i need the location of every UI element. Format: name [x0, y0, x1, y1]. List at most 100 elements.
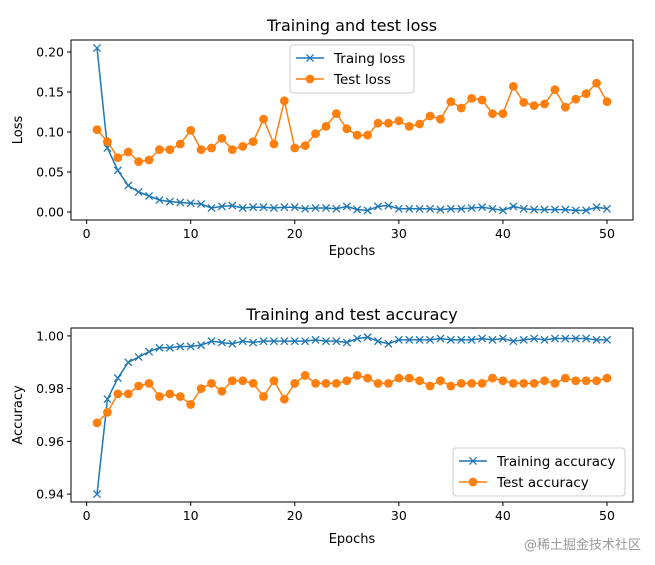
loss-series-1-point: [227, 145, 237, 155]
loss-series-0-point: [113, 166, 122, 175]
loss-series-0-point: [186, 199, 195, 208]
acc-series-1-point: [279, 394, 289, 404]
loss-series-1-point: [508, 82, 518, 91]
accuracy-x-ticks: 0 10 20 30 40 50: [83, 502, 615, 523]
loss-series-1-point: [363, 130, 373, 140]
loss-series-1-point: [103, 137, 112, 147]
loss-series-0-point: [342, 202, 351, 211]
loss-series-1-point: [165, 145, 175, 155]
loss-x-tick-label: 50: [599, 226, 615, 241]
acc-series-0-point: [561, 334, 570, 343]
acc-series-0-point: [571, 334, 580, 343]
loss-series-0-point: [249, 203, 258, 212]
loss-series-1-point: [373, 118, 383, 128]
acc-series-1-point: [436, 376, 445, 386]
accuracy-series: [92, 333, 612, 499]
loss-series: [92, 43, 612, 215]
acc-series-0-point: [228, 339, 237, 348]
loss-plot-frame: [70, 39, 634, 221]
acc-series-1-point: [467, 378, 477, 388]
loss-series-0-point: [373, 202, 383, 211]
acc-series-0-point: [217, 338, 226, 347]
acc-series-1-point: [238, 376, 248, 386]
acc-series-1-point: [227, 376, 237, 386]
loss-series-0-point: [540, 205, 549, 214]
loss-series-0-point: [457, 204, 466, 213]
acc-series-1-point: [592, 376, 601, 386]
loss-x-tick-label: 0: [83, 226, 91, 241]
acc-series-1-point: [269, 376, 279, 386]
acc-series-0-point: [467, 335, 476, 344]
acc-series-0-point: [259, 337, 268, 346]
acc-series-1-point: [352, 371, 362, 380]
acc-series-0-point: [197, 341, 206, 350]
acc-series-1-point: [363, 373, 373, 383]
acc-series-0-point: [582, 334, 591, 343]
acc-x-tick-label: 50: [599, 508, 615, 523]
accuracy-plot-frame: [70, 327, 634, 503]
loss-series-0-point: [144, 191, 154, 201]
acc-series-1-point: [540, 376, 549, 386]
acc-series-1-point: [259, 392, 268, 401]
acc-series-1-point: [425, 381, 435, 391]
loss-x-tick-label: 40: [495, 226, 511, 241]
loss-series-0-point: [217, 202, 226, 211]
acc-series-1-point: [134, 381, 144, 391]
loss-series-1-point: [259, 114, 268, 124]
acc-series-0-point: [394, 335, 403, 344]
acc-series-1-point: [207, 378, 216, 388]
accuracy-legend: Training accuracy Test accuracy: [452, 447, 626, 497]
loss-series-0-point: [561, 205, 570, 214]
acc-y-tick-label: 1.00: [36, 328, 64, 343]
acc-y-tick-label: 0.96: [36, 434, 64, 449]
loss-series-0-point: [405, 204, 414, 213]
loss-y-tick-label: 0.00: [36, 205, 64, 220]
acc-x-tick-label: 20: [287, 508, 303, 523]
acc-series-0-point: [290, 337, 299, 346]
acc-series-1-point: [123, 389, 133, 399]
loss-series-0-point: [498, 206, 507, 215]
loss-x-tick-label: 30: [391, 226, 407, 241]
acc-series-1-point: [290, 378, 300, 388]
loss-series-0-point: [197, 199, 206, 209]
loss-series-0-point: [155, 195, 164, 205]
acc-series-1-point: [519, 378, 529, 388]
loss-series-1-point: [446, 97, 456, 106]
acc-series-0-point: [602, 335, 612, 344]
loss-series-0-line: [96, 47, 608, 212]
acc-series-1-point: [300, 371, 310, 380]
acc-series-1-point: [103, 407, 112, 417]
acc-series-1-point: [477, 378, 487, 388]
acc-series-0-point: [540, 335, 549, 344]
loss-x-tick-label: 20: [287, 226, 303, 241]
acc-series-0-point: [436, 334, 445, 343]
acc-series-1-point: [488, 373, 497, 383]
loss-y-label: Loss: [11, 116, 26, 145]
loss-series-1-point: [477, 95, 487, 105]
legend-label-train-acc: Training accuracy: [496, 454, 615, 470]
loss-series-1-point: [92, 125, 102, 134]
acc-series-1-point: [550, 378, 560, 388]
acc-series-1-point: [508, 378, 518, 388]
acc-series-1-point: [373, 378, 383, 388]
loss-x-label: Epochs: [329, 244, 376, 259]
loss-series-0-point: [509, 202, 518, 211]
accuracy-chart-title: Training and test accuracy: [245, 305, 457, 324]
loss-series-0-point: [592, 203, 601, 212]
acc-series-0-point: [155, 343, 164, 352]
loss-x-tick-label: 10: [183, 226, 199, 241]
loss-series-0-point: [228, 201, 237, 210]
loss-series-0-point: [280, 203, 289, 212]
acc-series-1-point: [331, 378, 341, 388]
loss-series-0-point: [165, 197, 174, 206]
acc-series-0-point: [519, 335, 528, 344]
loss-series-1-point: [144, 155, 154, 165]
loss-series-1-point: [155, 145, 164, 155]
acc-series-0-point: [207, 337, 216, 346]
acc-series-1-point: [311, 378, 320, 388]
acc-series-0-point: [301, 337, 310, 346]
legend-marker-train-loss: [305, 53, 315, 63]
loss-series-1-point: [186, 125, 196, 135]
loss-legend-box: [289, 44, 415, 94]
loss-legend: Traing loss Test loss: [289, 44, 415, 94]
